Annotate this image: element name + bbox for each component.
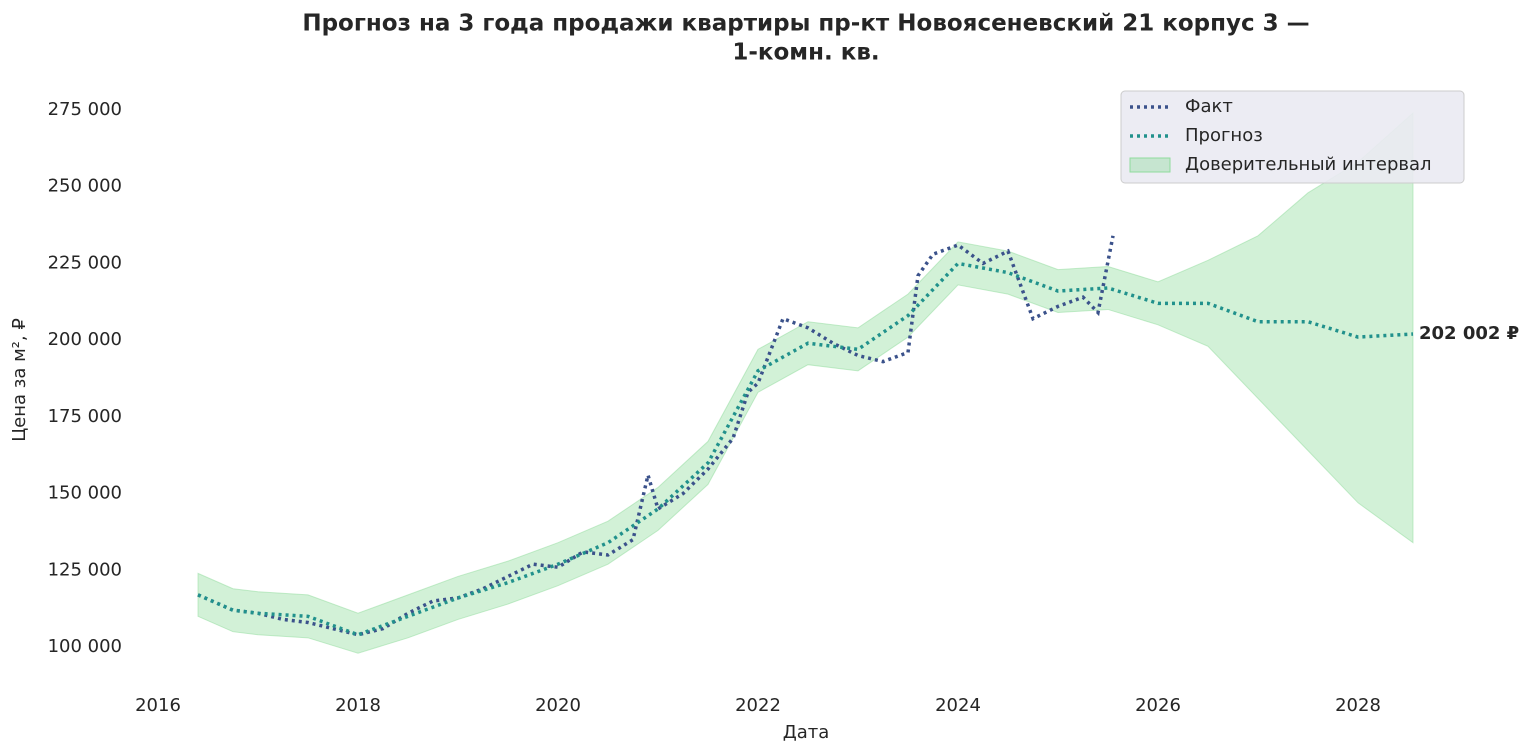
annotation: 202 002 ₽: [1419, 323, 1519, 344]
y-tick-label: 125 000: [48, 559, 122, 580]
confidence-band: [197, 111, 1414, 654]
x-tick-label: 2018: [335, 695, 381, 716]
y-tick-label: 100 000: [48, 636, 122, 657]
x-tick-label: 2026: [1135, 695, 1181, 716]
x-tick-label: 2022: [735, 695, 781, 716]
y-tick-label: 250 000: [48, 176, 122, 197]
series-line: [197, 235, 1115, 637]
x-tick-label: 2028: [1335, 695, 1381, 716]
legend-label: Прогноз: [1185, 125, 1263, 146]
chart-title: Прогноз на 3 года продажи квартиры пр-кт…: [302, 11, 1309, 37]
legend-box: [1120, 90, 1465, 184]
legend-swatch: [1129, 157, 1171, 173]
y-tick-label: 150 000: [48, 483, 122, 504]
y-tick-label: 225 000: [48, 252, 122, 273]
legend-label: Факт: [1185, 96, 1233, 117]
x-tick-label: 2020: [535, 695, 581, 716]
x-tick-label: 2024: [935, 695, 981, 716]
chart-title: 1-комн. кв.: [732, 40, 879, 66]
series-line: [197, 261, 1414, 637]
y-tick-label: 275 000: [48, 99, 122, 120]
legend-label: Доверительный интервал: [1185, 154, 1432, 175]
x-tick-label: 2016: [135, 695, 181, 716]
y-axis-label: Цена за м², ₽: [9, 318, 30, 442]
y-tick-label: 175 000: [48, 406, 122, 427]
x-axis-label: Дата: [783, 722, 830, 743]
y-tick-label: 200 000: [48, 329, 122, 350]
